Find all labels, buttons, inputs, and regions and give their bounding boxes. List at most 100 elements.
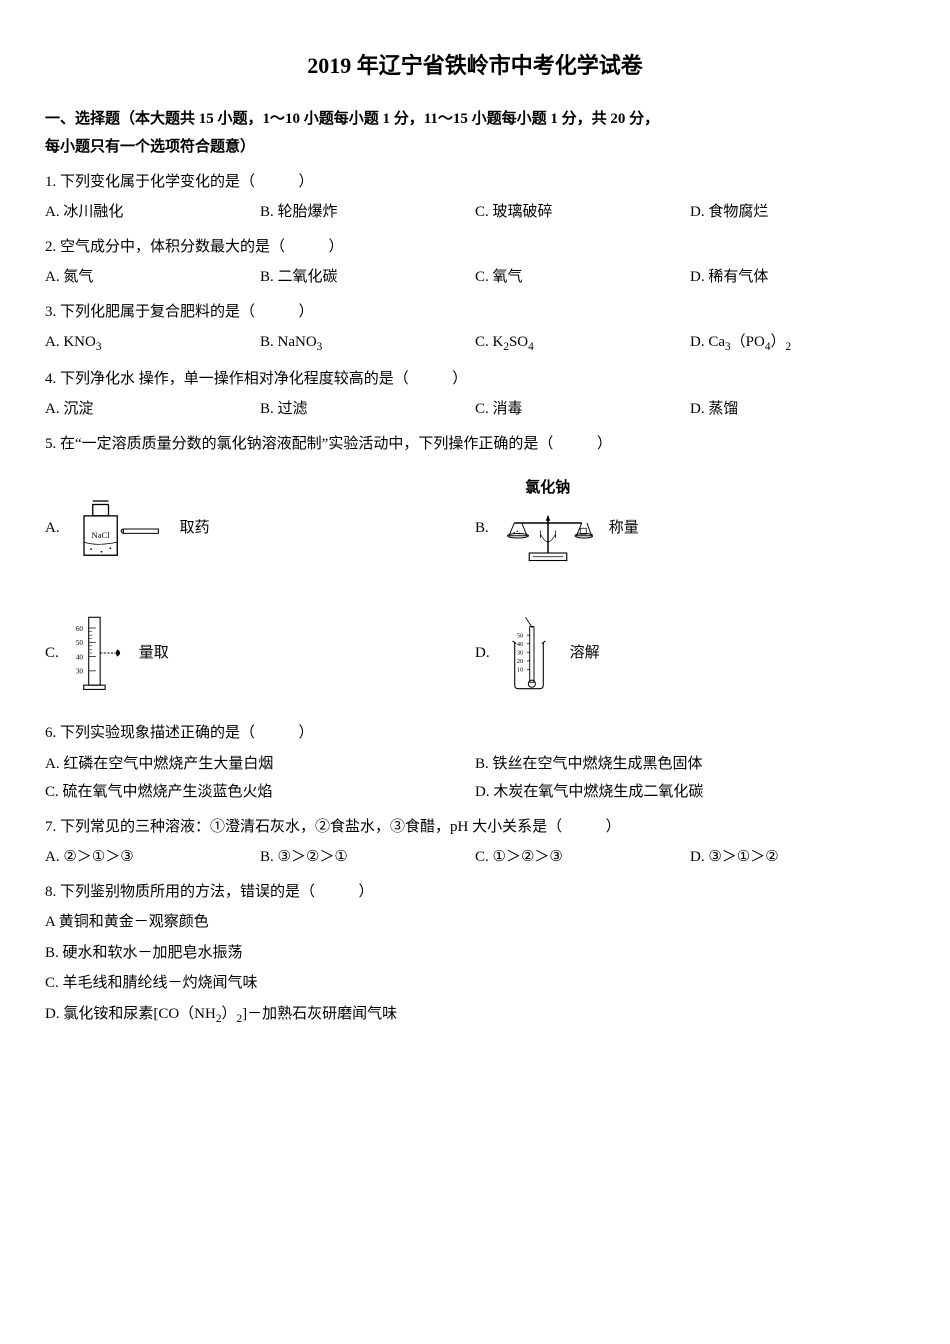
q3-opt-a: A. KNO3 (45, 328, 260, 358)
q5-b-caption: 称量 (609, 514, 639, 543)
question-8-options: A 黄铜和黄金－观察颜色 B. 硬水和软水－加肥皂水振荡 C. 羊毛线和腈纶线－… (45, 908, 905, 1030)
q2-opt-b: B. 二氧化碳 (260, 263, 475, 292)
question-7-stem: 7. 下列常见的三种溶液：①澄清石灰水，②食盐水，③食醋，pH 大小关系是（ ） (45, 813, 905, 842)
blank-paren: （ ） (394, 371, 472, 387)
q5-opt-a: A. NaCl 取药 (45, 474, 475, 583)
question-1-stem: 1. 下列变化属于化学变化的是（ ） (45, 168, 905, 197)
q8-d-pre: D. 氯化铵和尿素[CO（NH (45, 1006, 216, 1022)
q3-d-text: D. Ca (690, 334, 725, 350)
q5-d-tick-50: 50 (516, 632, 522, 639)
q5-c-caption: 量取 (139, 639, 169, 668)
q5-d-caption: 溶解 (570, 639, 600, 668)
q4-opt-c: C. 消毒 (475, 395, 690, 424)
blank-paren: （ ） (240, 725, 318, 741)
question-5-options: A. NaCl 取药 B. 氯化钠 (45, 464, 905, 713)
q5-a-jar-label: NaCl (91, 529, 110, 539)
balance-wrapper: 氯化钠 (503, 474, 593, 583)
q5-c-tick-60: 60 (76, 625, 84, 633)
question-4-stem-text: 4. 下列净化水 操作，单一操作相对净化程度较高的是 (45, 371, 394, 387)
q3-opt-c: C. K2SO4 (475, 328, 690, 358)
question-5-stem-text: 5. 在“一定溶质质量分数的氯化钠溶液配制”实验活动中，下列操作正确的是 (45, 436, 538, 452)
q5-b-letter: B. (475, 514, 489, 543)
q8-d-post: ]－加熟石灰研磨闻气味 (242, 1006, 397, 1022)
q6-opt-b: B. 铁丝在空气中燃烧生成黑色固体 (475, 750, 905, 779)
q3-d-tail: ） (770, 334, 785, 350)
q2-opt-a: A. 氮气 (45, 263, 260, 292)
question-6-stem-text: 6. 下列实验现象描述正确的是 (45, 725, 240, 741)
question-6-options: A. 红磷在空气中燃烧产生大量白烟 B. 铁丝在空气中燃烧生成黑色固体 C. 硫… (45, 750, 905, 807)
q5-d-tick-40: 40 (516, 641, 522, 648)
balance-scale-icon (503, 503, 593, 573)
q6-opt-a: A. 红磷在空气中燃烧产生大量白烟 (45, 750, 475, 779)
q8-opt-b: B. 硬水和软水－加肥皂水振荡 (45, 939, 905, 968)
beaker-thermometer-icon: 50 40 30 20 10 (504, 603, 554, 703)
q1-opt-a: A. 冰川融化 (45, 198, 260, 227)
q4-opt-d: D. 蒸馏 (690, 395, 905, 424)
q7-opt-a: A. ②＞①＞③ (45, 843, 260, 872)
q5-opt-d: D. 50 40 30 20 10 溶解 (475, 603, 905, 703)
q5-a-caption: 取药 (180, 514, 210, 543)
blank-paren: （ ） (240, 174, 318, 190)
q3-d-mid: （PO (731, 334, 765, 350)
q3-b-text: B. NaNO (260, 334, 317, 350)
reagent-bottle-icon: NaCl (74, 494, 164, 564)
blank-paren: （ ） (240, 304, 318, 320)
question-2-stem: 2. 空气成分中，体积分数最大的是（ ） (45, 233, 905, 262)
blank-paren: （ ） (538, 436, 616, 452)
blank-paren: （ ） (270, 239, 348, 255)
q5-d-tick-20: 20 (516, 658, 522, 665)
question-5-stem: 5. 在“一定溶质质量分数的氯化钠溶液配制”实验活动中，下列操作正确的是（ ） (45, 430, 905, 459)
question-4: 4. 下列净化水 操作，单一操作相对净化程度较高的是（ ） A. 沉淀 B. 过… (45, 365, 905, 424)
q3-opt-b: B. NaNO3 (260, 328, 475, 358)
q7-opt-b: B. ③＞②＞① (260, 843, 475, 872)
section-header-line-2: 每小题只有一个选项符合题意） (45, 133, 905, 162)
q5-opt-c: C. 60 50 40 30 量取 (45, 603, 475, 703)
q7-opt-d: D. ③＞①＞② (690, 843, 905, 872)
question-4-options: A. 沉淀 B. 过滤 C. 消毒 D. 蒸馏 (45, 395, 905, 424)
question-3: 3. 下列化肥属于复合肥料的是（ ） A. KNO3 B. NaNO3 C. K… (45, 298, 905, 359)
section-header-line-1: 一、选择题（本大题共 15 小题，1～10 小题每小题 1 分，11～15 小题… (45, 105, 905, 134)
question-1-stem-text: 1. 下列变化属于化学变化的是 (45, 174, 240, 190)
question-1-options: A. 冰川融化 B. 轮胎爆炸 C. 玻璃破碎 D. 食物腐烂 (45, 198, 905, 227)
question-6-stem: 6. 下列实验现象描述正确的是（ ） (45, 719, 905, 748)
q6-opt-d: D. 木炭在氧气中燃烧生成二氧化碳 (475, 778, 905, 807)
q8-opt-a: A 黄铜和黄金－观察颜色 (45, 908, 905, 937)
q5-a-letter: A. (45, 514, 60, 543)
question-2: 2. 空气成分中，体积分数最大的是（ ） A. 氮气 B. 二氧化碳 C. 氧气… (45, 233, 905, 292)
question-7-options: A. ②＞①＞③ B. ③＞②＞① C. ①＞②＞③ D. ③＞①＞② (45, 843, 905, 872)
question-3-options: A. KNO3 B. NaNO3 C. K2SO4 D. Ca3（PO4）2 (45, 328, 905, 358)
question-8-stem: 8. 下列鉴别物质所用的方法，错误的是（ ） (45, 878, 905, 907)
q5-c-tick-30: 30 (76, 668, 84, 676)
section-header: 一、选择题（本大题共 15 小题，1～10 小题每小题 1 分，11～15 小题… (45, 105, 905, 162)
q3-a-sub: 3 (96, 341, 102, 353)
question-2-options: A. 氮气 B. 二氧化碳 C. 氧气 D. 稀有气体 (45, 263, 905, 292)
q5-d-letter: D. (475, 639, 490, 668)
question-3-stem: 3. 下列化肥属于复合肥料的是（ ） (45, 298, 905, 327)
q8-d-mid: ） (221, 1006, 236, 1022)
graduated-cylinder-icon: 60 50 40 30 (73, 603, 123, 703)
q6-opt-c: C. 硫在氧气中燃烧产生淡蓝色火焰 (45, 778, 475, 807)
q3-b-sub: 3 (317, 341, 323, 353)
q5-c-tick-50: 50 (76, 639, 84, 647)
question-7-stem-text: 7. 下列常见的三种溶液：①澄清石灰水，②食盐水，③食醋，pH 大小关系是 (45, 819, 547, 835)
question-7: 7. 下列常见的三种溶液：①澄清石灰水，②食盐水，③食醋，pH 大小关系是（ ）… (45, 813, 905, 872)
q8-opt-d: D. 氯化铵和尿素[CO（NH2）2]－加熟石灰研磨闻气味 (45, 1000, 905, 1030)
q8-opt-c: C. 羊毛线和腈纶线－灼烧闻气味 (45, 969, 905, 998)
question-5: 5. 在“一定溶质质量分数的氯化钠溶液配制”实验活动中，下列操作正确的是（ ） … (45, 430, 905, 714)
q3-c-text: C. K (475, 334, 503, 350)
question-1: 1. 下列变化属于化学变化的是（ ） A. 冰川融化 B. 轮胎爆炸 C. 玻璃… (45, 168, 905, 227)
q5-c-letter: C. (45, 639, 59, 668)
question-6: 6. 下列实验现象描述正确的是（ ） A. 红磷在空气中燃烧产生大量白烟 B. … (45, 719, 905, 807)
page-title: 2019 年辽宁省铁岭市中考化学试卷 (45, 45, 905, 87)
blank-paren: （ ） (547, 819, 625, 835)
blank-paren: （ ） (300, 884, 378, 900)
q1-opt-d: D. 食物腐烂 (690, 198, 905, 227)
q2-opt-c: C. 氧气 (475, 263, 690, 292)
q5-c-tick-40: 40 (76, 654, 84, 662)
q5-b-toplabel: 氯化钠 (503, 474, 593, 503)
q3-a-text: A. KNO (45, 334, 96, 350)
question-8: 8. 下列鉴别物质所用的方法，错误的是（ ） A 黄铜和黄金－观察颜色 B. 硬… (45, 878, 905, 1030)
q3-d-sub3: 2 (785, 341, 791, 353)
q3-c-mid: SO (509, 334, 528, 350)
q5-d-tick-10: 10 (516, 667, 522, 674)
